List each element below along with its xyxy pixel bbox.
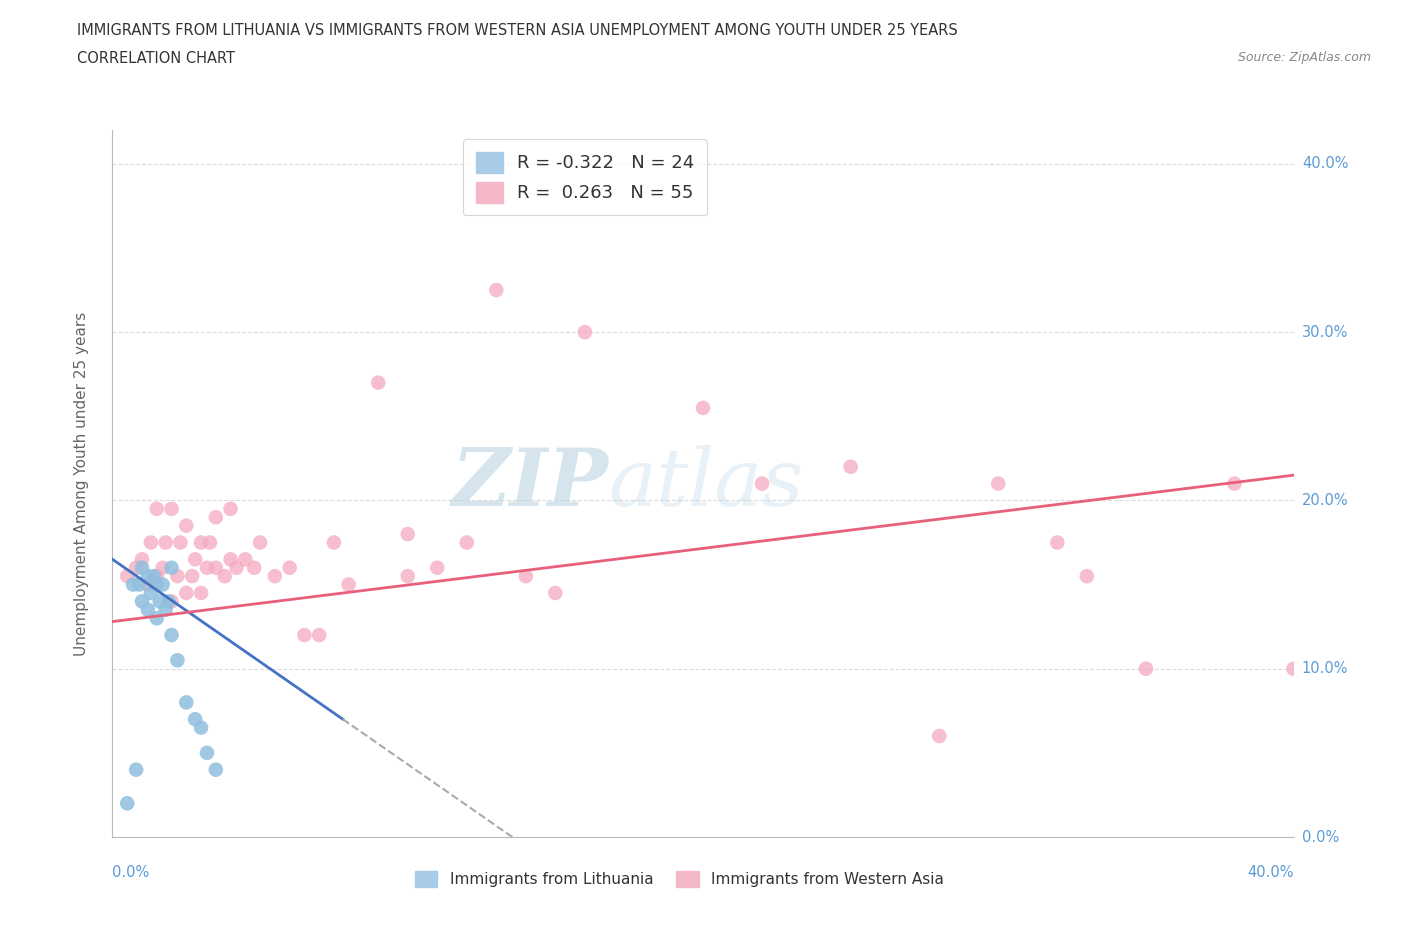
Point	[184, 711, 207, 726]
Point	[136, 603, 159, 618]
Text: 0.0%: 0.0%	[112, 865, 149, 880]
Point	[839, 459, 862, 474]
Point	[166, 653, 188, 668]
Point	[131, 551, 153, 566]
Point	[190, 586, 212, 601]
Point	[190, 535, 212, 550]
Point	[195, 746, 218, 761]
Point	[131, 594, 153, 609]
Point	[117, 796, 138, 811]
Point	[160, 560, 183, 575]
Point	[987, 476, 1010, 491]
Point	[139, 535, 162, 550]
Point	[184, 551, 207, 566]
Point	[169, 535, 191, 550]
Point	[139, 586, 162, 601]
Point	[544, 586, 567, 601]
Text: 30.0%: 30.0%	[1302, 325, 1348, 339]
Legend: Immigrants from Lithuania, Immigrants from Western Asia: Immigrants from Lithuania, Immigrants fr…	[408, 865, 950, 893]
Text: atlas: atlas	[609, 445, 804, 523]
Point	[249, 535, 271, 550]
Point	[456, 535, 478, 550]
Point	[1135, 661, 1157, 676]
Point	[574, 325, 596, 339]
Point	[195, 560, 218, 575]
Point	[396, 526, 419, 541]
Text: Source: ZipAtlas.com: Source: ZipAtlas.com	[1237, 51, 1371, 64]
Point	[219, 551, 242, 566]
Point	[166, 569, 188, 584]
Text: 10.0%: 10.0%	[1302, 661, 1348, 676]
Point	[136, 578, 159, 592]
Point	[146, 611, 169, 626]
Point	[146, 569, 169, 584]
Point	[157, 594, 180, 609]
Text: CORRELATION CHART: CORRELATION CHART	[77, 51, 235, 66]
Point	[396, 569, 419, 584]
Point	[131, 560, 153, 575]
Point	[1076, 569, 1098, 584]
Point	[155, 603, 177, 618]
Text: 40.0%: 40.0%	[1247, 865, 1294, 880]
Point	[233, 551, 256, 566]
Point	[205, 510, 228, 525]
Point	[515, 569, 537, 584]
Point	[146, 578, 169, 592]
Point	[1223, 476, 1246, 491]
Point	[160, 628, 183, 643]
Point	[122, 578, 145, 592]
Point	[152, 578, 174, 592]
Point	[205, 560, 228, 575]
Point	[214, 569, 236, 584]
Text: ZIP: ZIP	[451, 445, 609, 523]
Point	[225, 560, 247, 575]
Point	[181, 569, 204, 584]
Text: 40.0%: 40.0%	[1302, 156, 1348, 171]
Point	[308, 628, 330, 643]
Text: 20.0%: 20.0%	[1302, 493, 1348, 508]
Point	[146, 501, 169, 516]
Y-axis label: Unemployment Among Youth under 25 years: Unemployment Among Youth under 25 years	[75, 312, 89, 656]
Point	[323, 535, 346, 550]
Point	[117, 569, 138, 584]
Point	[751, 476, 773, 491]
Point	[928, 728, 950, 743]
Point	[155, 535, 177, 550]
Text: 0.0%: 0.0%	[1302, 830, 1339, 844]
Point	[426, 560, 449, 575]
Point	[174, 586, 197, 601]
Point	[692, 401, 714, 416]
Point	[1282, 661, 1305, 676]
Point	[190, 720, 212, 735]
Point	[292, 628, 315, 643]
Point	[160, 501, 183, 516]
Point	[136, 569, 159, 584]
Point	[485, 283, 508, 298]
Point	[243, 560, 266, 575]
Point	[367, 375, 389, 390]
Point	[264, 569, 287, 584]
Point	[149, 594, 172, 609]
Text: IMMIGRANTS FROM LITHUANIA VS IMMIGRANTS FROM WESTERN ASIA UNEMPLOYMENT AMONG YOU: IMMIGRANTS FROM LITHUANIA VS IMMIGRANTS …	[77, 23, 957, 38]
Point	[125, 560, 148, 575]
Point	[337, 578, 360, 592]
Point	[125, 763, 148, 777]
Point	[174, 695, 197, 710]
Point	[278, 560, 301, 575]
Point	[1046, 535, 1069, 550]
Point	[198, 535, 221, 550]
Point	[160, 594, 183, 609]
Point	[142, 569, 165, 584]
Point	[174, 518, 197, 533]
Point	[205, 763, 228, 777]
Point	[152, 560, 174, 575]
Point	[219, 501, 242, 516]
Point	[128, 578, 150, 592]
